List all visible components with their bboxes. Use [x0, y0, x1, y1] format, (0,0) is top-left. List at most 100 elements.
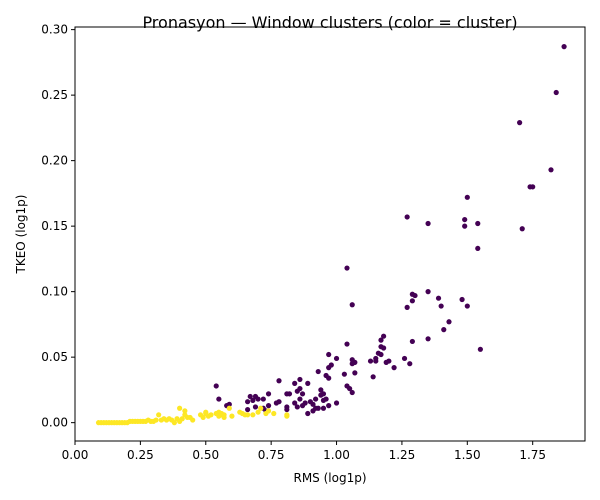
- data-point-s0-47: [391, 365, 397, 371]
- x-axis-label: RMS (log1p): [293, 471, 366, 485]
- data-point-s0-98: [273, 400, 279, 406]
- data-point-s1-22: [153, 417, 159, 423]
- data-point-s1-53: [229, 413, 235, 419]
- data-point-s0-21: [349, 302, 355, 308]
- data-point-s0-72: [286, 391, 293, 397]
- data-point-s0-5: [530, 184, 536, 190]
- data-point-s0-85: [313, 396, 319, 402]
- data-point-s0-70: [294, 388, 300, 394]
- data-point-s0-51: [326, 365, 332, 371]
- data-point-s0-34: [381, 345, 387, 351]
- data-point-s0-97: [245, 406, 251, 413]
- data-point-s1-58: [250, 412, 256, 418]
- data-point-s0-61: [305, 380, 311, 386]
- data-point-s0-33: [477, 346, 483, 352]
- x-tick-label: 1.25: [389, 448, 416, 462]
- data-point-s0-63: [347, 385, 353, 392]
- data-point-s0-89: [292, 400, 298, 406]
- x-axis: 0.00 0.25 0.50 0.75 1.00 1.25 1.50 1.75: [62, 441, 546, 462]
- data-point-s0-8: [462, 216, 468, 223]
- data-point-s1-62: [265, 408, 272, 414]
- x-tick-label: 0.75: [258, 448, 285, 462]
- data-point-s1-23: [156, 412, 162, 418]
- data-point-s0-50: [383, 359, 389, 365]
- data-point-s1-52: [226, 405, 232, 411]
- data-point-s0-39: [401, 355, 408, 362]
- data-point-s0-45: [367, 358, 374, 364]
- data-point-s0-24: [464, 303, 470, 309]
- data-point-s0-81: [216, 396, 222, 402]
- data-point-s0-6: [464, 194, 470, 200]
- data-point-s1-51: [221, 412, 227, 418]
- data-point-s0-11: [462, 223, 468, 229]
- plot-frame: [74, 26, 586, 442]
- x-tick-label: 0.25: [127, 448, 154, 462]
- data-point-s0-48: [349, 361, 355, 367]
- data-point-s0-37: [378, 351, 384, 358]
- data-point-s0-92: [265, 403, 272, 409]
- data-point-s0-2: [517, 120, 523, 126]
- data-point-s0-57: [326, 375, 332, 381]
- data-point-s0-75: [260, 396, 266, 402]
- data-point-s0-0: [561, 44, 567, 50]
- data-point-s0-82: [297, 396, 303, 402]
- data-point-s0-23: [438, 303, 444, 309]
- x-tick-label: 1.50: [454, 448, 481, 462]
- data-point-s0-26: [441, 327, 447, 333]
- data-point-s0-107: [333, 400, 340, 406]
- data-point-s0-22: [404, 304, 410, 310]
- data-point-s0-28: [378, 337, 384, 343]
- y-tick-label: 0.30: [41, 23, 68, 37]
- data-point-s0-76: [255, 396, 261, 402]
- data-point-s0-20: [435, 295, 442, 301]
- data-point-s0-104: [310, 408, 316, 414]
- data-point-s1-35: [182, 408, 188, 414]
- data-point-s1-38: [190, 417, 196, 423]
- data-point-s0-40: [333, 355, 340, 362]
- data-point-s1-29: [171, 420, 177, 426]
- data-point-s0-105: [305, 410, 311, 417]
- data-point-s0-90: [294, 404, 300, 410]
- data-point-s0-100: [284, 406, 290, 413]
- data-point-s0-64: [318, 387, 324, 393]
- data-point-s0-78: [245, 399, 251, 405]
- data-point-s1-42: [203, 409, 209, 415]
- data-point-s1-40: [200, 414, 206, 421]
- chart-title: Pronasyon — Window clusters (color = clu…: [142, 13, 517, 32]
- data-point-s0-29: [409, 338, 415, 345]
- data-point-s0-9: [425, 220, 431, 227]
- data-point-s0-87: [310, 401, 316, 407]
- data-point-s0-3: [548, 167, 554, 173]
- data-point-s0-49: [407, 361, 413, 367]
- data-point-s0-68: [213, 383, 219, 389]
- data-point-s1-65: [284, 412, 290, 418]
- data-point-s1-63: [271, 410, 277, 417]
- data-point-s0-58: [276, 378, 282, 384]
- data-point-s0-60: [297, 376, 303, 383]
- data-point-s1-31: [177, 405, 183, 411]
- x-tick-label: 1.00: [323, 448, 350, 462]
- y-tick-label: 0.20: [41, 154, 68, 168]
- data-point-s1-57: [245, 412, 251, 418]
- data-point-s0-93: [252, 404, 259, 410]
- data-point-s0-30: [425, 336, 431, 342]
- data-point-s0-38: [326, 351, 332, 358]
- y-tick-label: 0.15: [41, 219, 68, 233]
- data-point-s0-7: [404, 214, 410, 220]
- y-axis-label: TKEO (log1p): [14, 195, 28, 275]
- data-point-s0-106: [326, 403, 332, 409]
- y-axis: 0.00 0.05 0.10 0.15 0.20 0.25 0.30: [41, 23, 75, 430]
- y-tick-label: 0.10: [41, 285, 68, 299]
- y-tick-label: 0.00: [41, 416, 68, 430]
- data-point-s0-102: [320, 405, 327, 411]
- data-point-s1-59: [255, 409, 261, 415]
- data-point-s0-77: [247, 393, 253, 400]
- y-tick-label: 0.25: [41, 88, 68, 102]
- data-point-s0-10: [475, 220, 481, 227]
- data-point-s0-52: [315, 368, 321, 375]
- data-point-s0-15: [425, 289, 431, 295]
- data-point-s0-79: [250, 397, 256, 403]
- data-point-s0-69: [299, 391, 306, 397]
- data-point-s0-12: [519, 226, 525, 232]
